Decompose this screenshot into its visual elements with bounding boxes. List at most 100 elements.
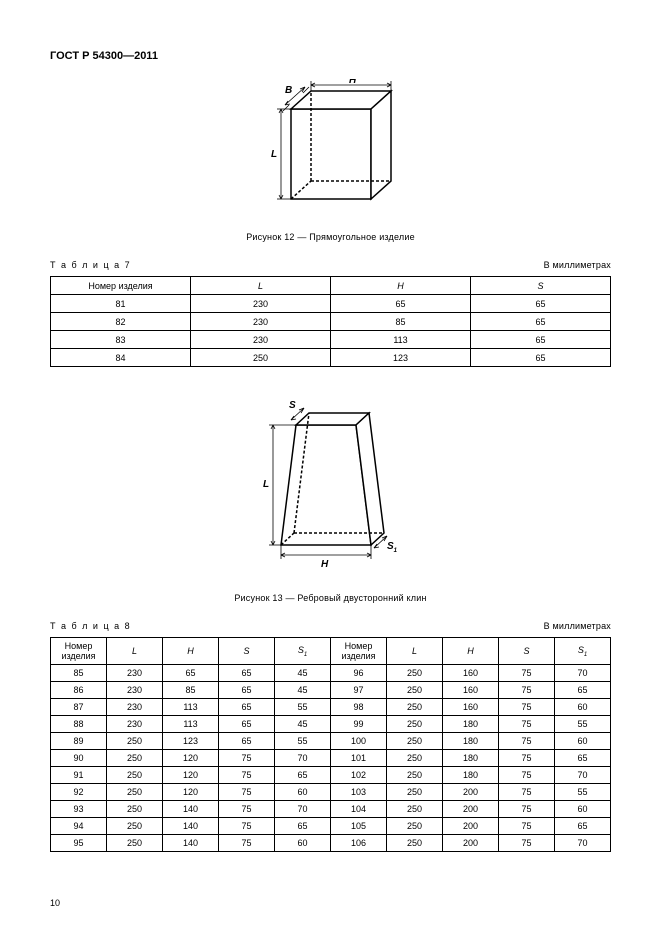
table-cell: 65 [555,750,611,767]
table-cell: 113 [163,716,219,733]
table-cell: 65 [471,313,611,331]
svg-text:H: H [349,79,357,86]
table-cell: 250 [387,665,443,682]
svg-text:S1: S1 [387,541,398,554]
table-cell: 230 [107,665,163,682]
table-cell: 45 [275,716,331,733]
table-cell: 250 [107,750,163,767]
table-cell: 70 [555,767,611,784]
table-cell: 75 [499,818,555,835]
table-cell: 75 [219,767,275,784]
table-cell: 45 [275,682,331,699]
table-cell: 123 [331,349,471,367]
t8-col-H2: H [443,638,499,665]
svg-text:H: H [321,559,329,570]
table-cell: 250 [387,801,443,818]
table-cell: 103 [331,784,387,801]
table-cell: 200 [443,835,499,852]
table-cell: 230 [191,295,331,313]
table-cell: 250 [387,818,443,835]
table-row: 9125012075651022501807570 [51,767,611,784]
table-cell: 230 [107,699,163,716]
table-cell: 75 [219,801,275,818]
svg-text:L: L [271,149,277,160]
table-cell: 83 [51,331,191,349]
table-cell: 250 [387,767,443,784]
table-cell: 250 [107,767,163,784]
table-cell: 65 [471,295,611,313]
table-cell: 180 [443,750,499,767]
svg-text:S: S [289,400,296,411]
table-cell: 160 [443,665,499,682]
table-cell: 250 [107,733,163,750]
table-cell: 65 [555,682,611,699]
table-cell: 98 [331,699,387,716]
table-cell: 84 [51,349,191,367]
figure-12-caption: Рисунок 12 — Прямоугольное изделие [50,232,611,242]
table-cell: 65 [163,665,219,682]
page-number: 10 [50,898,60,908]
table-row: 9025012075701012501807565 [51,750,611,767]
table-cell: 92 [51,784,107,801]
table-cell: 87 [51,699,107,716]
table-cell: 60 [555,801,611,818]
table-cell: 75 [219,818,275,835]
t8-col-S1: S [219,638,275,665]
table-cell: 75 [499,784,555,801]
table-row: 8425012365 [51,349,611,367]
table-cell: 230 [191,331,331,349]
table-row: 85230656545962501607570 [51,665,611,682]
table-cell: 85 [51,665,107,682]
table-cell: 65 [219,733,275,750]
table-8: Номер изделия L H S S1 Номер изделия L H… [50,637,611,852]
table-cell: 250 [107,835,163,852]
table-cell: 104 [331,801,387,818]
table-cell: 75 [499,699,555,716]
table-cell: 65 [219,665,275,682]
table-cell: 180 [443,733,499,750]
table-cell: 140 [163,801,219,818]
table-cell: 75 [219,835,275,852]
table-cell: 65 [555,818,611,835]
table-cell: 94 [51,818,107,835]
t7-col-S: S [471,277,611,295]
table-cell: 250 [387,716,443,733]
table-cell: 120 [163,784,219,801]
table-cell: 60 [555,699,611,716]
t7-col-L: L [191,277,331,295]
table-cell: 75 [499,835,555,852]
table-cell: 105 [331,818,387,835]
table-cell: 250 [387,699,443,716]
table-cell: 99 [331,716,387,733]
table-cell: 230 [107,716,163,733]
table-row: 872301136555982501607560 [51,699,611,716]
table-7: Номер изделия L H S 81230656582230856583… [50,276,611,367]
table-cell: 100 [331,733,387,750]
table-8-units: В миллиметрах [544,621,611,631]
t8-col-L2: L [387,638,443,665]
svg-text:B: B [285,85,292,96]
table-cell: 75 [499,801,555,818]
table-cell: 86 [51,682,107,699]
table-cell: 90 [51,750,107,767]
table-cell: 65 [219,682,275,699]
table-cell: 120 [163,750,219,767]
table-cell: 250 [107,818,163,835]
table-cell: 55 [275,733,331,750]
table-row: 8925012365551002501807560 [51,733,611,750]
table-row: 86230856545972501607565 [51,682,611,699]
t8-col-num1: Номер изделия [51,638,107,665]
table-cell: 250 [387,733,443,750]
table-cell: 123 [163,733,219,750]
table-row: 9325014075701042502007560 [51,801,611,818]
table-cell: 160 [443,682,499,699]
table-cell: 70 [275,750,331,767]
table-row: 9225012075601032502007555 [51,784,611,801]
table-cell: 65 [219,699,275,716]
table-cell: 250 [107,801,163,818]
table-cell: 70 [275,801,331,818]
table-cell: 75 [499,767,555,784]
table-8-label: Т а б л и ц а 8 [50,621,131,631]
table-cell: 65 [275,818,331,835]
table-cell: 82 [51,313,191,331]
